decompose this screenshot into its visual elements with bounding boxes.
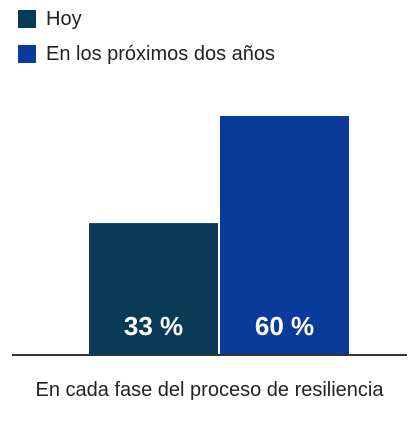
x-axis-label: En cada fase del proceso de resiliencia [35, 379, 384, 401]
legend-label-hoy: Hoy [46, 7, 82, 30]
legend-swatch-proximos [18, 45, 36, 63]
legend-item-proximos: En los próximos dos años [18, 41, 275, 67]
legend-item-hoy: Hoy [18, 6, 275, 32]
data-label-proximos: 60 % [255, 311, 314, 341]
data-label-hoy: 33 % [124, 311, 183, 341]
legend: Hoy En los próximos dos años [18, 6, 275, 76]
bar-hoy [89, 223, 218, 354]
bar-proximos [220, 116, 349, 354]
legend-label-proximos: En los próximos dos años [46, 42, 276, 65]
legend-swatch-hoy [18, 10, 36, 28]
